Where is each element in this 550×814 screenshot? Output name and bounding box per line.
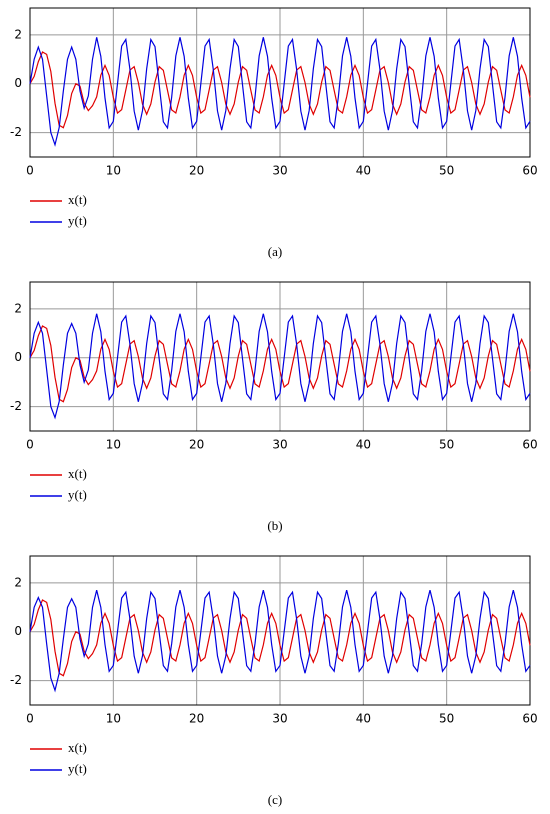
series-line: [29, 599, 531, 677]
x-tick-label: 60: [522, 712, 537, 726]
legend-label: x(t): [68, 192, 87, 207]
y-tick-label: 2: [14, 301, 22, 315]
caption: (c): [268, 792, 282, 807]
x-tick-label: 40: [356, 712, 371, 726]
x-tick-label: 0: [26, 712, 34, 726]
legend-label: y(t): [68, 213, 87, 228]
legend-label: x(t): [68, 466, 87, 481]
legend-label: y(t): [68, 761, 87, 776]
x-tick-label: 0: [26, 438, 34, 452]
series-line: [29, 590, 531, 693]
x-tick-label: 40: [356, 438, 371, 452]
series-line: [29, 37, 531, 147]
x-tick-label: 60: [522, 164, 537, 178]
x-tick-label: 40: [356, 164, 371, 178]
x-tick-label: 50: [439, 164, 454, 178]
x-tick-label: 20: [189, 712, 204, 726]
x-tick-label: 30: [272, 712, 287, 726]
legend-label: x(t): [68, 740, 87, 755]
x-tick-label: 50: [439, 438, 454, 452]
y-tick-label: -2: [10, 673, 22, 687]
x-tick-label: 0: [26, 164, 34, 178]
y-tick-label: 0: [14, 624, 22, 638]
x-tick-label: 10: [106, 712, 121, 726]
series-line: [29, 325, 531, 403]
x-tick-label: 20: [189, 164, 204, 178]
legend-label: y(t): [68, 487, 87, 502]
x-tick-label: 30: [272, 164, 287, 178]
series-line: [29, 313, 531, 420]
caption: (b): [267, 518, 282, 533]
y-tick-label: 0: [14, 350, 22, 364]
x-tick-label: 10: [106, 438, 121, 452]
y-tick-label: 2: [14, 27, 22, 41]
x-tick-label: 30: [272, 438, 287, 452]
caption: (a): [268, 244, 282, 259]
y-tick-label: -2: [10, 399, 22, 413]
x-tick-label: 60: [522, 438, 537, 452]
x-tick-label: 10: [106, 164, 121, 178]
y-tick-label: 2: [14, 575, 22, 589]
x-tick-label: 50: [439, 712, 454, 726]
x-tick-label: 20: [189, 438, 204, 452]
y-tick-label: -2: [10, 125, 22, 139]
series-line: [29, 51, 531, 129]
y-tick-label: 0: [14, 76, 22, 90]
